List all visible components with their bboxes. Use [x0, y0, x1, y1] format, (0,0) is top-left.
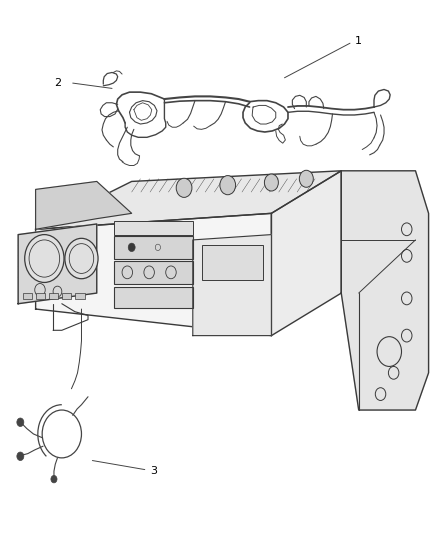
Circle shape: [51, 475, 57, 483]
Circle shape: [17, 418, 24, 426]
Circle shape: [65, 238, 98, 279]
Bar: [201, 245, 263, 280]
Circle shape: [299, 170, 313, 187]
Circle shape: [17, 452, 24, 461]
Bar: [62, 293, 71, 300]
Circle shape: [128, 243, 135, 252]
Circle shape: [25, 235, 64, 282]
Bar: [114, 287, 193, 308]
Polygon shape: [35, 181, 132, 229]
Bar: [35, 293, 45, 300]
Bar: [75, 293, 85, 300]
Bar: [114, 221, 193, 235]
Circle shape: [176, 178, 192, 197]
Polygon shape: [193, 235, 272, 336]
Text: 2: 2: [54, 78, 61, 88]
Bar: [114, 236, 193, 259]
Circle shape: [265, 174, 279, 191]
Polygon shape: [341, 171, 428, 410]
Circle shape: [220, 175, 236, 195]
Polygon shape: [18, 224, 97, 304]
Bar: [49, 293, 58, 300]
Text: 3: 3: [150, 466, 157, 476]
Polygon shape: [35, 171, 341, 229]
Polygon shape: [272, 171, 341, 336]
Bar: [114, 261, 193, 284]
Bar: [22, 293, 32, 300]
Text: 1: 1: [355, 36, 362, 45]
Polygon shape: [35, 213, 272, 336]
